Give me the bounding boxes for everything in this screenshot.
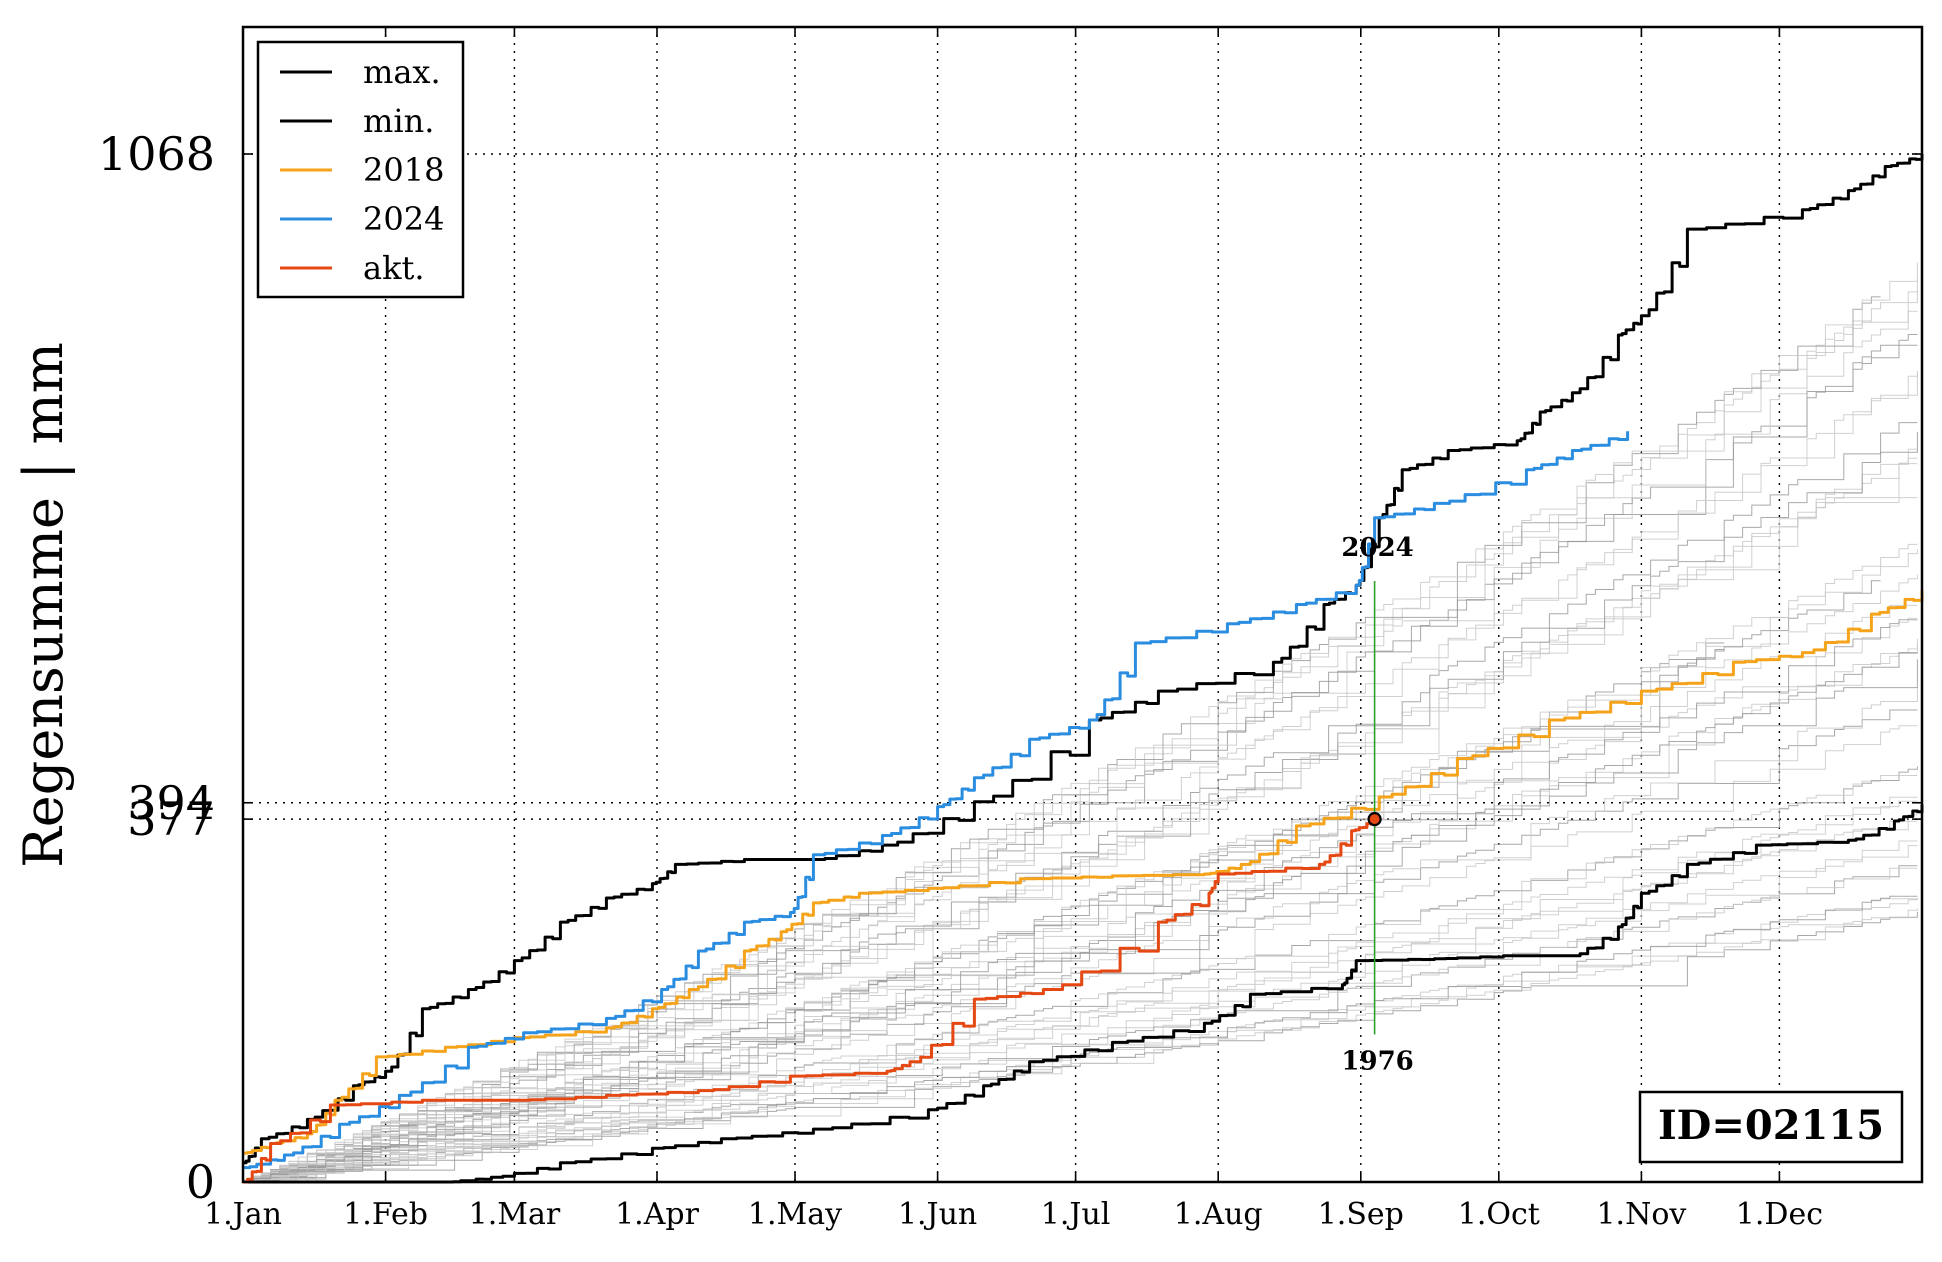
historical-year-line <box>243 867 1918 1183</box>
historical-year-line <box>243 373 1918 1183</box>
id-label: ID=02115 <box>1658 1102 1884 1149</box>
x-tick-label: 1.Oct <box>1458 1197 1540 1232</box>
annotation-min-year: 1976 <box>1341 1046 1413 1076</box>
id-badge: ID=02115 <box>1638 1090 1904 1164</box>
historical-year-line <box>243 334 1918 1183</box>
legend-label: min. <box>363 102 434 140</box>
legend-label: max. <box>363 53 441 91</box>
x-tick-label: 1.Dec <box>1736 1197 1823 1232</box>
historical-year-line <box>243 619 1918 1183</box>
historical-year-line <box>243 262 1918 1183</box>
axis-ticks <box>242 27 1922 1183</box>
historical-year-line <box>243 497 1918 1183</box>
series-line-2018 <box>243 590 1924 1155</box>
historical-year-line <box>243 800 1918 1183</box>
legend-label: 2018 <box>363 151 444 189</box>
historical-year-line <box>242 659 1918 1182</box>
x-tick-label: 1.Jun <box>898 1197 977 1232</box>
historical-year-line <box>242 344 1918 1182</box>
historical-year-line <box>243 604 1918 1183</box>
id-badge-box <box>1638 1090 1904 1164</box>
historical-year-line <box>243 370 1918 1183</box>
historical-year-line <box>243 814 1918 1183</box>
x-tick-label: 1.Feb <box>343 1197 428 1232</box>
historical-year-line <box>243 549 1918 1183</box>
x-tick-label: 1.Nov <box>1596 1197 1686 1232</box>
historical-year-line <box>243 840 1918 1183</box>
historical-years-lines <box>242 262 1918 1183</box>
historical-year-line <box>242 457 1918 1182</box>
series-line-akt <box>243 819 1377 1184</box>
series-lines <box>243 154 1924 1184</box>
y-tick-label: 377 <box>127 792 215 846</box>
historical-year-line <box>243 617 1918 1183</box>
y-tick-label: 1068 <box>98 127 215 181</box>
series-line-max <box>243 154 1924 1165</box>
legend-entries: max. min. 2018 2024 akt. <box>280 53 444 287</box>
x-tick-label: 1.Jul <box>1041 1197 1111 1232</box>
x-tick-label: 1.Jan <box>204 1197 282 1232</box>
historical-year-line <box>243 895 1918 1183</box>
legend-label: 2024 <box>363 200 444 238</box>
series-line-min <box>243 804 1924 1184</box>
historical-year-line <box>243 638 1918 1183</box>
plot-frame <box>241 25 1924 1184</box>
series-line-2024 <box>243 431 1630 1170</box>
legend-label: akt. <box>363 249 425 287</box>
historical-year-line <box>243 574 1918 1183</box>
historical-year-line <box>243 709 1918 1183</box>
historical-year-line <box>243 422 1918 1183</box>
x-tick-label: 1.Apr <box>615 1197 699 1232</box>
y-tick-label: 394 <box>127 776 215 830</box>
legend: max. min. 2018 2024 akt. <box>256 40 465 299</box>
current-value-marker <box>1367 812 1382 827</box>
x-tick-label: 1.May <box>748 1197 842 1232</box>
historical-year-line <box>242 911 1918 1182</box>
historical-year-line <box>243 796 1918 1183</box>
y-tick-label: 0 <box>186 1155 215 1209</box>
historical-year-line <box>242 310 1918 1182</box>
x-tick-label: 1.Sep <box>1318 1197 1404 1232</box>
annotation-max-year: 2024 <box>1341 533 1413 563</box>
x-tick-label: 1.Aug <box>1174 1197 1263 1232</box>
y-axis-label: Regensumme | mm <box>12 342 75 868</box>
historical-year-line <box>243 908 1918 1183</box>
x-tick-label: 1.Mar <box>469 1197 561 1232</box>
